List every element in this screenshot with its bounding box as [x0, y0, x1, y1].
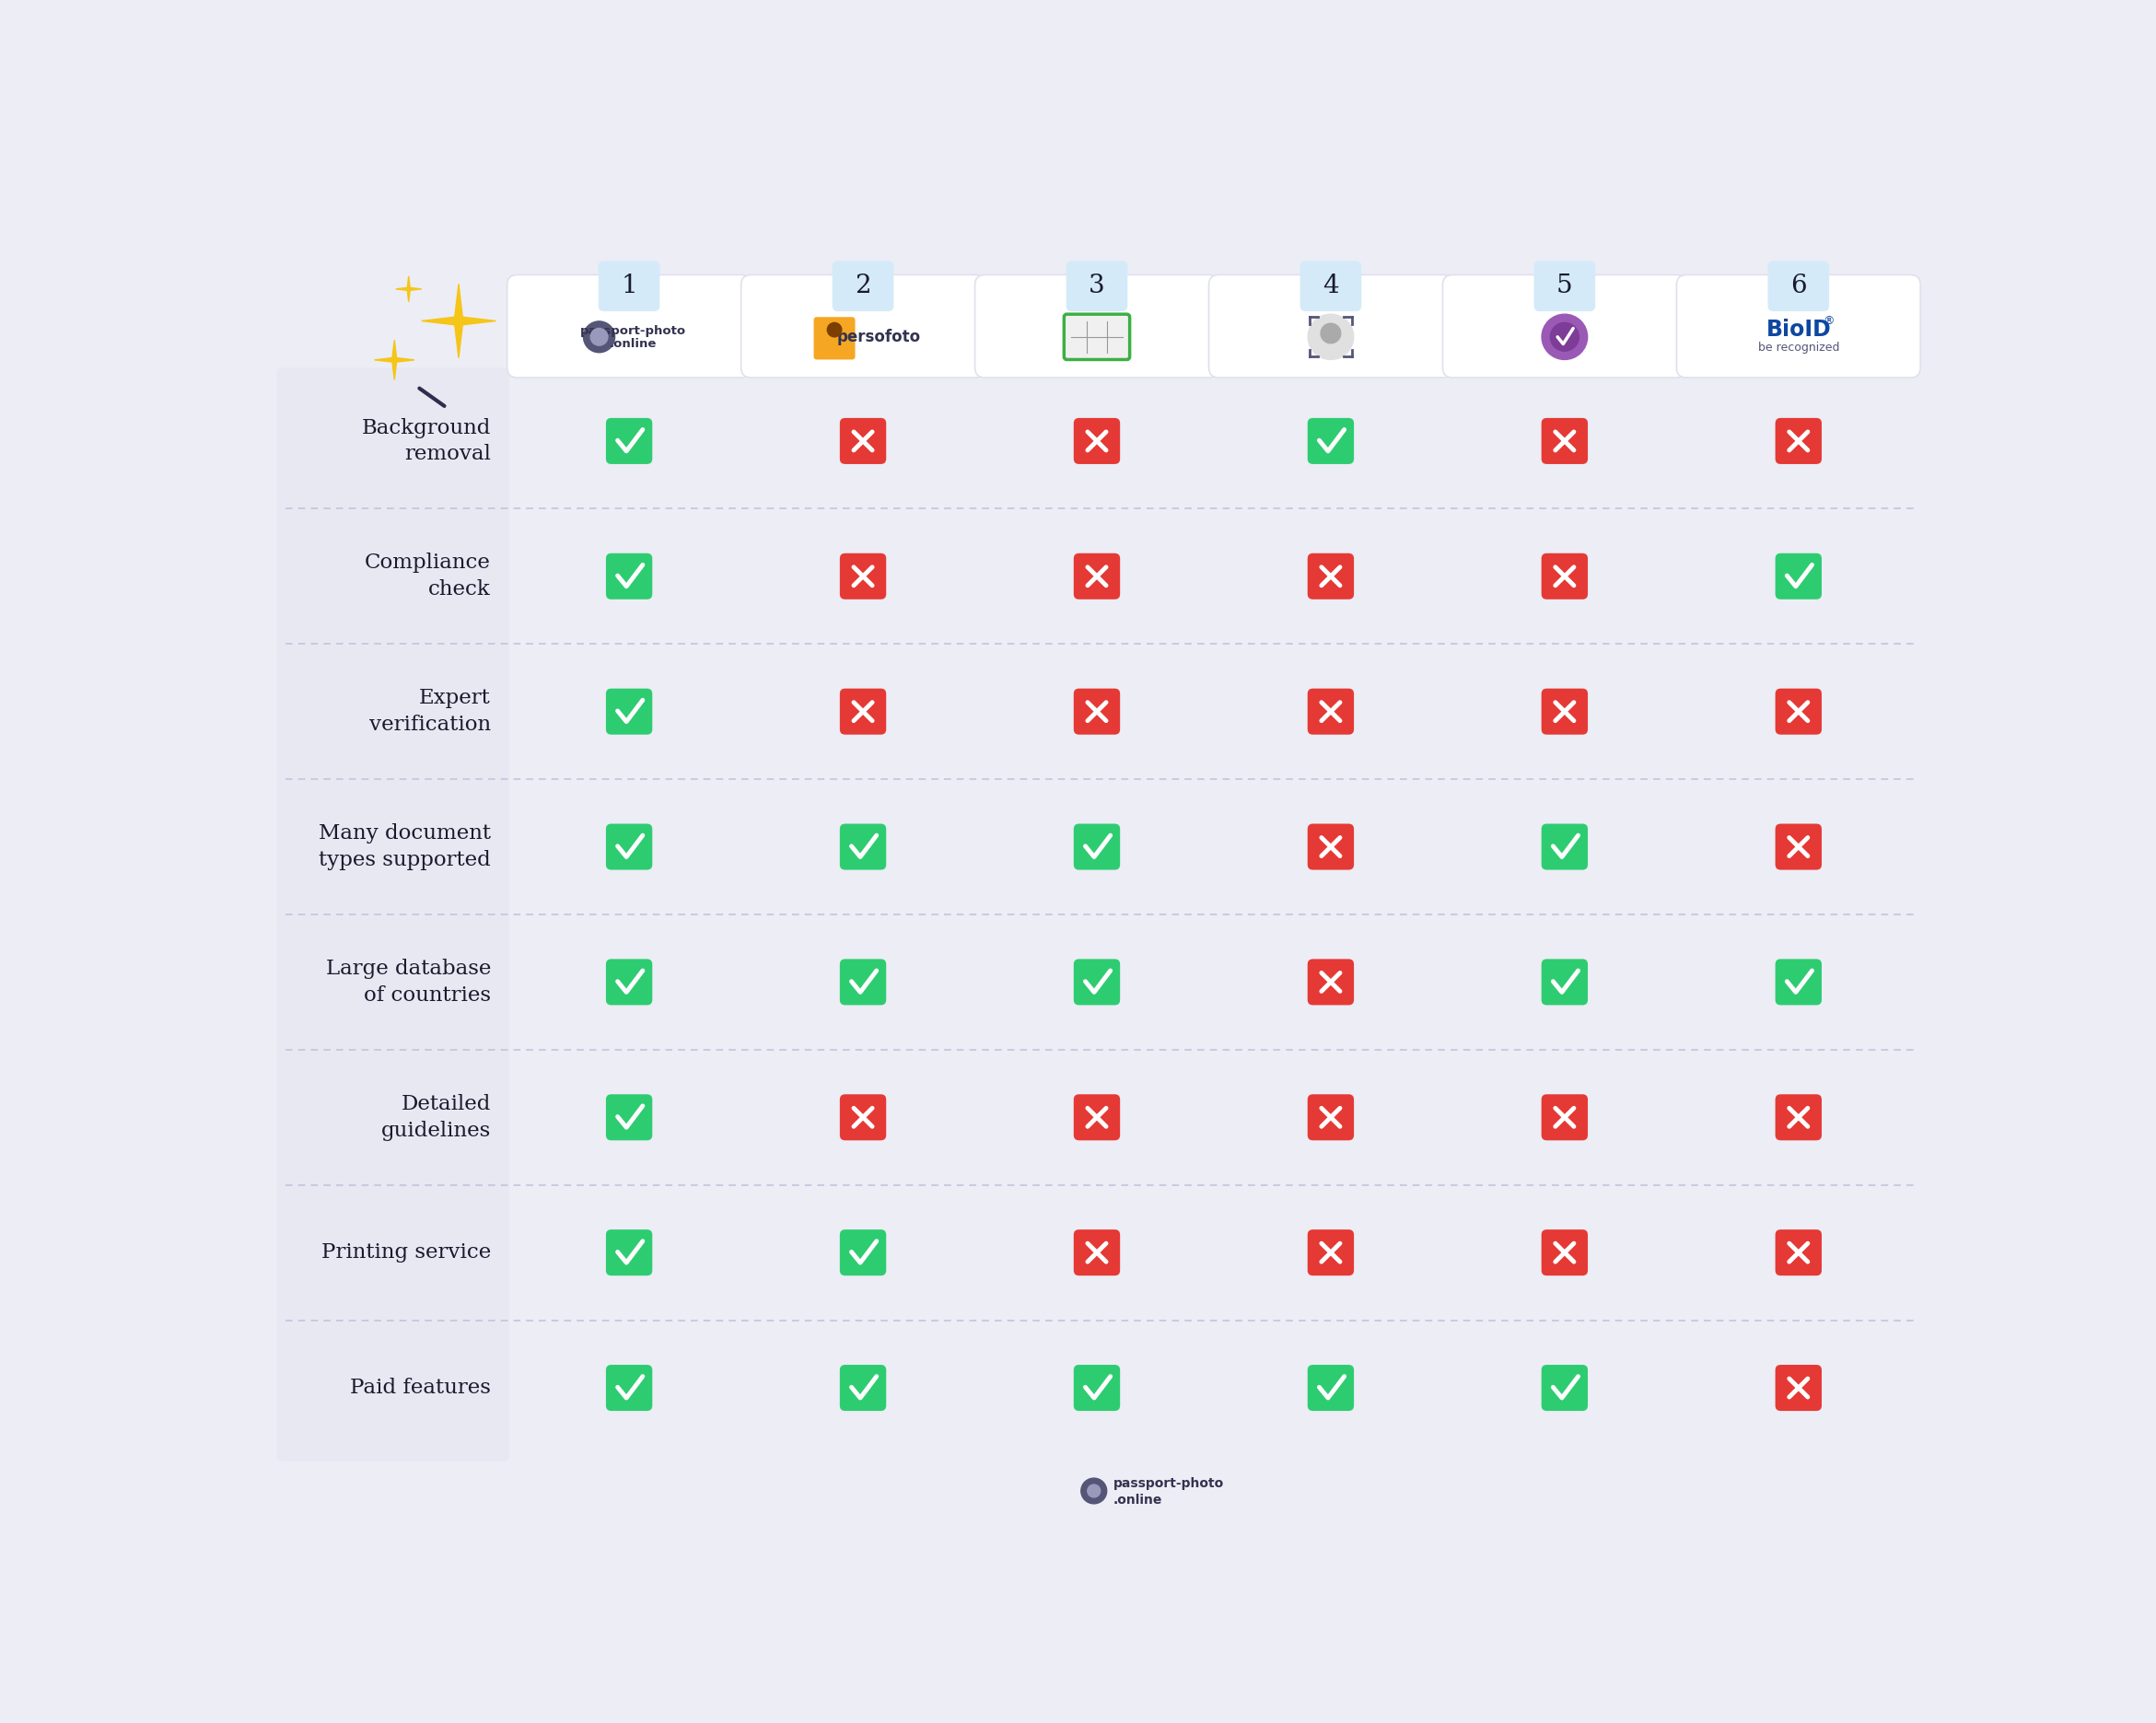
Text: Large database
of countries: Large database of countries	[326, 958, 492, 1006]
FancyBboxPatch shape	[606, 960, 653, 1005]
FancyBboxPatch shape	[1542, 960, 1587, 1005]
FancyBboxPatch shape	[1307, 824, 1354, 870]
Text: 2: 2	[856, 274, 871, 298]
FancyBboxPatch shape	[1542, 1365, 1587, 1411]
Text: 6: 6	[1789, 274, 1807, 298]
Text: Compliance
check: Compliance check	[364, 553, 492, 600]
FancyBboxPatch shape	[1774, 689, 1822, 734]
Circle shape	[1309, 314, 1354, 360]
FancyBboxPatch shape	[606, 1094, 653, 1141]
Polygon shape	[423, 284, 496, 358]
Text: passport-photo: passport-photo	[580, 326, 686, 338]
FancyBboxPatch shape	[1542, 553, 1587, 600]
FancyBboxPatch shape	[1074, 1094, 1121, 1141]
FancyBboxPatch shape	[1774, 1365, 1822, 1411]
FancyBboxPatch shape	[1074, 1230, 1121, 1275]
Circle shape	[1322, 324, 1341, 343]
FancyBboxPatch shape	[1774, 960, 1822, 1005]
FancyBboxPatch shape	[1774, 553, 1822, 600]
FancyBboxPatch shape	[841, 824, 886, 870]
FancyBboxPatch shape	[1542, 824, 1587, 870]
FancyBboxPatch shape	[1442, 276, 1686, 377]
FancyBboxPatch shape	[606, 553, 653, 600]
FancyBboxPatch shape	[1074, 824, 1121, 870]
FancyBboxPatch shape	[1542, 1230, 1587, 1275]
FancyBboxPatch shape	[1074, 960, 1121, 1005]
Text: passport-photo: passport-photo	[1112, 1477, 1225, 1490]
FancyBboxPatch shape	[606, 1365, 653, 1411]
FancyBboxPatch shape	[1307, 1230, 1354, 1275]
Text: Background
removal: Background removal	[362, 417, 492, 465]
FancyBboxPatch shape	[1074, 1365, 1121, 1411]
FancyBboxPatch shape	[1774, 824, 1822, 870]
Circle shape	[1087, 1485, 1100, 1497]
FancyBboxPatch shape	[813, 317, 856, 360]
FancyBboxPatch shape	[1074, 419, 1121, 463]
FancyBboxPatch shape	[1307, 419, 1354, 463]
FancyBboxPatch shape	[1210, 276, 1453, 377]
FancyBboxPatch shape	[841, 1365, 886, 1411]
Text: Paid features: Paid features	[349, 1378, 492, 1397]
Text: BioID: BioID	[1766, 319, 1830, 341]
FancyBboxPatch shape	[1542, 689, 1587, 734]
FancyBboxPatch shape	[1542, 1094, 1587, 1141]
Text: Printing service: Printing service	[321, 1242, 492, 1263]
FancyBboxPatch shape	[1067, 260, 1128, 312]
Text: 5: 5	[1557, 274, 1572, 298]
FancyBboxPatch shape	[1307, 960, 1354, 1005]
Text: Expert
verification: Expert verification	[369, 687, 492, 736]
Text: .online: .online	[608, 338, 655, 350]
FancyBboxPatch shape	[1300, 260, 1360, 312]
Circle shape	[591, 329, 608, 345]
FancyBboxPatch shape	[599, 260, 660, 312]
FancyBboxPatch shape	[841, 1094, 886, 1141]
FancyBboxPatch shape	[1307, 553, 1354, 600]
FancyBboxPatch shape	[1774, 1230, 1822, 1275]
FancyBboxPatch shape	[1307, 1094, 1354, 1141]
Circle shape	[1080, 1478, 1106, 1504]
Text: Many document
types supported: Many document types supported	[319, 824, 492, 870]
FancyBboxPatch shape	[841, 1230, 886, 1275]
FancyBboxPatch shape	[1074, 553, 1121, 600]
Circle shape	[584, 320, 614, 353]
FancyBboxPatch shape	[1307, 1365, 1354, 1411]
FancyBboxPatch shape	[975, 276, 1218, 377]
FancyBboxPatch shape	[742, 276, 985, 377]
FancyBboxPatch shape	[1677, 276, 1921, 377]
Polygon shape	[375, 339, 414, 379]
FancyBboxPatch shape	[841, 960, 886, 1005]
FancyBboxPatch shape	[1074, 689, 1121, 734]
FancyBboxPatch shape	[276, 367, 509, 1461]
Text: ®: ®	[1822, 315, 1835, 327]
FancyBboxPatch shape	[606, 1230, 653, 1275]
Circle shape	[1542, 314, 1587, 360]
Text: 1: 1	[621, 274, 638, 298]
FancyBboxPatch shape	[1774, 1094, 1822, 1141]
Text: be recognized: be recognized	[1757, 341, 1839, 353]
FancyBboxPatch shape	[606, 419, 653, 463]
Circle shape	[1550, 322, 1578, 351]
FancyBboxPatch shape	[841, 553, 886, 600]
FancyBboxPatch shape	[606, 824, 653, 870]
FancyBboxPatch shape	[507, 276, 750, 377]
Text: 4: 4	[1322, 274, 1339, 298]
Polygon shape	[397, 276, 423, 302]
FancyBboxPatch shape	[841, 419, 886, 463]
FancyBboxPatch shape	[832, 260, 895, 312]
FancyBboxPatch shape	[606, 689, 653, 734]
Text: 3: 3	[1089, 274, 1106, 298]
FancyBboxPatch shape	[1768, 260, 1828, 312]
Text: .online: .online	[1112, 1494, 1162, 1506]
FancyBboxPatch shape	[1774, 419, 1822, 463]
Text: persofoto: persofoto	[837, 329, 921, 345]
FancyBboxPatch shape	[1065, 314, 1130, 360]
FancyBboxPatch shape	[1542, 419, 1587, 463]
FancyBboxPatch shape	[1307, 689, 1354, 734]
FancyBboxPatch shape	[841, 689, 886, 734]
FancyBboxPatch shape	[1533, 260, 1595, 312]
Circle shape	[828, 322, 841, 338]
Text: Detailed
guidelines: Detailed guidelines	[382, 1094, 492, 1141]
